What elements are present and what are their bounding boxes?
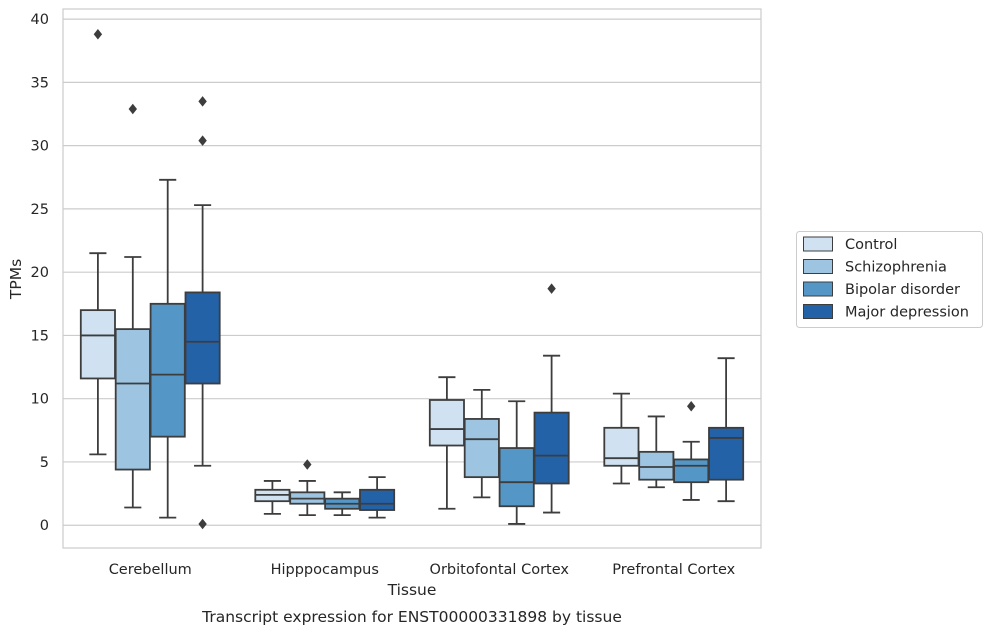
legend-swatch xyxy=(803,281,833,297)
legend-frame xyxy=(796,231,983,328)
plot-area-frame xyxy=(62,8,762,549)
x-tick-label: Prefrontal Cortex xyxy=(612,562,735,578)
outlier-point xyxy=(128,103,137,115)
box-iqr xyxy=(463,418,500,479)
box-element xyxy=(708,357,745,503)
box-iqr xyxy=(673,458,710,484)
box-element xyxy=(324,491,361,517)
outlier-point xyxy=(198,96,207,107)
box-iqr xyxy=(114,328,151,471)
legend: Control Schizophrenia Bipolar disorder Majo… xyxy=(796,231,983,328)
box-iqr xyxy=(708,426,745,481)
y-tick-label: 5 xyxy=(40,455,49,471)
y-tick-label: 35 xyxy=(31,75,49,91)
box-element xyxy=(463,388,500,499)
box-element xyxy=(114,103,151,509)
box-element xyxy=(533,283,570,514)
y-tick-label: 15 xyxy=(31,328,49,344)
outlier-point xyxy=(687,401,696,412)
box-element xyxy=(428,376,465,510)
chart-caption: Transcript expression for ENST0000033189… xyxy=(201,608,622,626)
y-tick-label: 30 xyxy=(31,139,49,155)
y-tick-label: 20 xyxy=(31,265,49,281)
box-element xyxy=(673,401,710,501)
legend-label: Control xyxy=(845,237,897,253)
box-iqr xyxy=(428,399,465,447)
box-element xyxy=(638,415,675,489)
y-tick-label: 40 xyxy=(31,12,49,28)
box-element xyxy=(603,392,640,485)
box-element xyxy=(149,178,186,519)
outlier-point xyxy=(547,283,556,294)
box-iqr xyxy=(638,450,675,481)
boxes xyxy=(79,29,745,530)
box-iqr xyxy=(184,291,221,385)
box-iqr xyxy=(498,447,535,508)
box-iqr xyxy=(533,411,570,485)
legend-label: Bipolar disorder xyxy=(845,282,960,298)
box-iqr xyxy=(603,426,640,467)
x-axis-ticks: Cerebellum Hipppocampus Orbitofontal Corte… xyxy=(109,562,736,578)
outlier-point xyxy=(303,459,312,470)
x-axis-title: Tissue xyxy=(387,581,437,599)
box-element xyxy=(289,459,326,517)
legend-label: Schizophrenia xyxy=(845,260,947,276)
box-iqr xyxy=(359,488,396,511)
box-element xyxy=(359,476,396,519)
box-element xyxy=(79,29,116,456)
x-tick-label: Hipppocampus xyxy=(271,562,379,578)
legend-label: Major depression xyxy=(845,305,969,321)
legend-swatch xyxy=(803,304,833,319)
box-iqr xyxy=(149,302,186,438)
legend-swatch xyxy=(803,236,833,252)
box-element xyxy=(184,96,221,530)
y-tick-label: 25 xyxy=(31,202,49,218)
outlier-point xyxy=(198,135,207,146)
y-axis-ticks: 0 5 10 15 20 25 30 35 40 xyxy=(31,12,49,534)
box-iqr xyxy=(79,309,116,380)
y-axis-title: TPMs xyxy=(7,259,25,300)
x-tick-label: Orbitofontal Cortex xyxy=(430,562,570,578)
y-tick-label: 10 xyxy=(31,392,49,408)
outlier-point xyxy=(198,518,207,530)
y-tick-label: 0 xyxy=(40,518,49,534)
x-tick-label: Cerebellum xyxy=(109,562,192,578)
outlier-point xyxy=(93,29,103,40)
box-element xyxy=(498,400,535,525)
legend-swatch xyxy=(803,259,833,274)
box-element xyxy=(254,480,291,515)
